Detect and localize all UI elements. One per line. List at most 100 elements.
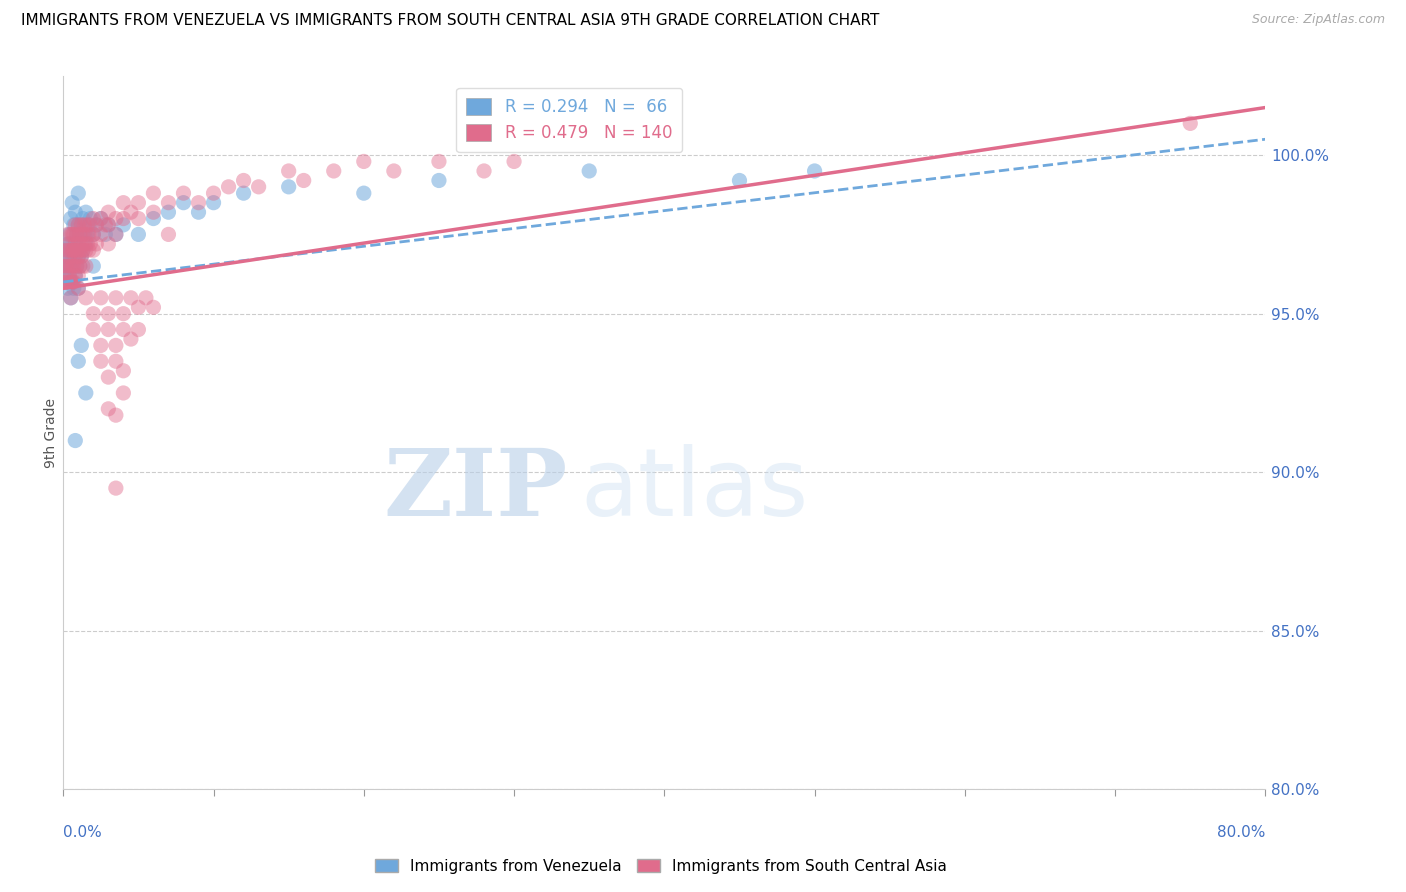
Point	[90, 227, 112, 242]
Legend: Immigrants from Venezuela, Immigrants from South Central Asia: Immigrants from Venezuela, Immigrants fr…	[368, 853, 953, 880]
Point	[79, 211, 101, 226]
Point	[427, 154, 450, 169]
Point	[86, 218, 108, 232]
Point	[56, 244, 79, 258]
Point	[73, 227, 96, 242]
Point	[82, 211, 104, 226]
Point	[73, 236, 96, 251]
Point	[67, 281, 90, 295]
Point	[58, 268, 80, 283]
Point	[157, 195, 180, 210]
Point	[75, 227, 97, 242]
Point	[58, 236, 80, 251]
Point	[56, 259, 79, 273]
Point	[202, 186, 225, 201]
Point	[382, 164, 405, 178]
Point	[232, 186, 254, 201]
Point	[97, 205, 120, 219]
Point	[72, 244, 94, 258]
Point	[79, 218, 101, 232]
Point	[72, 211, 94, 226]
Text: IMMIGRANTS FROM VENEZUELA VS IMMIGRANTS FROM SOUTH CENTRAL ASIA 9TH GRADE CORREL: IMMIGRANTS FROM VENEZUELA VS IMMIGRANTS …	[21, 13, 880, 29]
Point	[62, 259, 84, 273]
Point	[60, 227, 83, 242]
Point	[232, 173, 254, 187]
Point	[55, 275, 77, 289]
Point	[97, 218, 120, 232]
Point	[79, 236, 101, 251]
Point	[112, 218, 135, 232]
Point	[90, 211, 112, 226]
Point	[73, 218, 96, 232]
Point	[503, 154, 526, 169]
Point	[94, 227, 117, 242]
Point	[112, 211, 135, 226]
Point	[97, 370, 120, 384]
Point	[55, 250, 77, 264]
Point	[127, 227, 149, 242]
Point	[69, 227, 91, 242]
Point	[427, 173, 450, 187]
Point	[59, 227, 82, 242]
Point	[652, 132, 676, 146]
Point	[66, 227, 89, 242]
Point	[112, 322, 135, 336]
Point	[60, 244, 83, 258]
Point	[65, 434, 87, 448]
Point	[127, 322, 149, 336]
Point	[60, 275, 83, 289]
Point	[69, 227, 91, 242]
Point	[76, 227, 98, 242]
Point	[94, 218, 117, 232]
Point	[82, 259, 104, 273]
Point	[75, 205, 97, 219]
Point	[59, 259, 82, 273]
Point	[65, 218, 87, 232]
Point	[65, 268, 87, 283]
Point	[82, 307, 104, 321]
Point	[82, 244, 104, 258]
Point	[53, 259, 76, 273]
Y-axis label: 9th Grade: 9th Grade	[44, 398, 58, 467]
Point	[60, 244, 83, 258]
Point	[69, 259, 91, 273]
Point	[62, 250, 84, 264]
Point	[86, 236, 108, 251]
Point	[58, 268, 80, 283]
Point	[70, 218, 93, 232]
Point	[66, 227, 89, 242]
Point	[67, 236, 90, 251]
Point	[97, 236, 120, 251]
Point	[104, 481, 127, 495]
Point	[157, 227, 180, 242]
Point	[86, 218, 108, 232]
Point	[127, 301, 149, 315]
Point	[55, 259, 77, 273]
Point	[1180, 116, 1202, 130]
Point	[59, 244, 82, 258]
Point	[59, 250, 82, 264]
Point	[66, 259, 89, 273]
Point	[142, 211, 165, 226]
Point	[218, 179, 240, 194]
Point	[277, 164, 299, 178]
Point	[104, 227, 127, 242]
Point	[65, 205, 87, 219]
Point	[353, 154, 375, 169]
Point	[58, 250, 80, 264]
Point	[97, 307, 120, 321]
Point	[69, 259, 91, 273]
Point	[76, 218, 98, 232]
Point	[67, 281, 90, 295]
Point	[67, 218, 90, 232]
Point	[62, 281, 84, 295]
Point	[353, 186, 375, 201]
Point	[97, 218, 120, 232]
Point	[56, 259, 79, 273]
Point	[62, 275, 84, 289]
Point	[90, 338, 112, 352]
Point	[97, 401, 120, 416]
Point	[55, 244, 77, 258]
Point	[472, 164, 495, 178]
Point	[142, 186, 165, 201]
